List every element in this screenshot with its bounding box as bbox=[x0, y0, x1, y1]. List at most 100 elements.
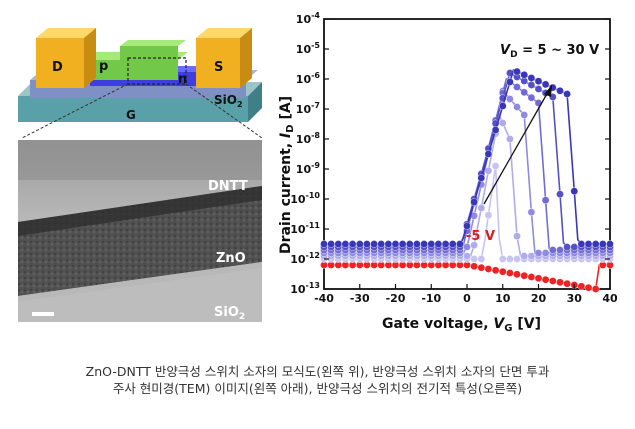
device-schematic: D p n S SiO2 G bbox=[18, 28, 263, 139]
data-point bbox=[513, 232, 521, 240]
data-point bbox=[413, 240, 421, 248]
data-point bbox=[599, 240, 607, 248]
data-point bbox=[506, 255, 514, 263]
data-point bbox=[541, 249, 550, 257]
data-point bbox=[363, 240, 371, 248]
data-point bbox=[520, 111, 529, 119]
data-point bbox=[541, 196, 550, 204]
p-layer-label: p bbox=[99, 59, 108, 74]
data-point bbox=[520, 252, 529, 260]
data-point bbox=[477, 204, 486, 212]
data-point bbox=[506, 135, 514, 143]
data-point bbox=[384, 240, 393, 248]
sio2-tem-label: SiO2 bbox=[214, 305, 245, 322]
data-point bbox=[556, 87, 564, 95]
data-point bbox=[405, 240, 414, 248]
data-point bbox=[477, 255, 486, 263]
n-layer-label: n bbox=[178, 72, 187, 87]
data-point bbox=[327, 240, 335, 248]
data-point bbox=[527, 93, 536, 102]
chart-marks bbox=[320, 67, 614, 293]
y-tick-label: 10-7 bbox=[296, 101, 320, 116]
source-label: S bbox=[214, 60, 223, 75]
data-point bbox=[491, 126, 500, 134]
data-point bbox=[563, 90, 571, 98]
sio2-schematic-sub: 2 bbox=[237, 100, 243, 109]
y-tick-label: 10-4 bbox=[296, 11, 321, 26]
y-tick-label: 10-8 bbox=[296, 131, 321, 146]
data-point bbox=[584, 283, 593, 292]
data-point bbox=[463, 252, 471, 260]
data-point bbox=[556, 246, 564, 254]
data-point bbox=[513, 255, 521, 263]
data-point bbox=[398, 240, 407, 248]
data-point bbox=[434, 240, 443, 248]
data-point bbox=[591, 240, 600, 248]
data-point bbox=[520, 71, 529, 79]
data-point bbox=[456, 240, 464, 248]
data-point bbox=[541, 275, 550, 284]
y-tick-label: 10-5 bbox=[296, 41, 321, 56]
x-tick-label: 20 bbox=[531, 292, 547, 305]
y-tick-label: 10-9 bbox=[296, 161, 321, 176]
data-point bbox=[498, 267, 507, 276]
x-tick-label: -10 bbox=[421, 292, 441, 305]
y-axis-title: Drain current, ID [A] bbox=[278, 96, 296, 254]
data-point bbox=[484, 211, 493, 219]
data-point bbox=[527, 208, 536, 216]
data-point bbox=[334, 240, 343, 248]
low-vd-label: -5 V bbox=[466, 229, 495, 244]
data-point bbox=[391, 240, 400, 248]
data-point bbox=[513, 103, 521, 111]
data-point bbox=[570, 243, 579, 251]
data-point bbox=[570, 187, 579, 195]
data-point bbox=[470, 198, 478, 206]
y-tick-label: 10-6 bbox=[296, 71, 321, 86]
data-point bbox=[463, 222, 471, 230]
data-point bbox=[513, 83, 521, 91]
data-point bbox=[498, 119, 507, 127]
data-point bbox=[491, 162, 500, 170]
data-point bbox=[341, 240, 350, 248]
data-point bbox=[577, 240, 586, 248]
data-point bbox=[470, 241, 478, 249]
data-point bbox=[556, 190, 564, 198]
trend-arrow bbox=[483, 84, 553, 205]
data-point bbox=[549, 246, 557, 254]
data-point bbox=[470, 262, 478, 271]
data-point bbox=[513, 270, 521, 279]
data-point bbox=[484, 150, 493, 158]
data-point bbox=[377, 240, 386, 248]
gate-label: G bbox=[126, 108, 136, 122]
caption-line-1: ZnO-DNTT 반양극성 스위치 소자의 모식도(왼쪽 위), 반양극성 스위… bbox=[85, 364, 550, 379]
y-tick-label: 10-10 bbox=[290, 191, 320, 206]
data-point bbox=[520, 271, 529, 280]
figure-caption: ZnO-DNTT 반양극성 스위치 소자의 모식도(왼쪽 위), 반양극성 스위… bbox=[0, 363, 635, 397]
data-point bbox=[441, 240, 450, 248]
data-point bbox=[534, 249, 543, 257]
data-point bbox=[506, 269, 514, 277]
data-point bbox=[320, 240, 328, 248]
data-point bbox=[506, 95, 514, 103]
data-point bbox=[348, 240, 357, 248]
sio2-tem-sub: 2 bbox=[239, 312, 245, 322]
data-point bbox=[591, 285, 600, 293]
data-point bbox=[498, 102, 507, 110]
data-point bbox=[527, 81, 536, 89]
trend-arrow-head bbox=[544, 85, 552, 97]
data-point bbox=[420, 240, 428, 248]
data-point bbox=[477, 174, 486, 182]
x-axis-ticks: -40 -30 -20 -10 0 10 20 30 40 bbox=[314, 284, 618, 305]
y-tick-label: 10-12 bbox=[290, 251, 320, 266]
sio2-schematic-label: SiO2 bbox=[214, 93, 243, 109]
x-tick-label: -30 bbox=[350, 292, 370, 305]
vd-range-label: VD = 5 ~ 30 V bbox=[500, 43, 599, 60]
data-point bbox=[577, 282, 586, 291]
transfer-chart: 10-1310-1210-1110-1010-910-810-710-610-5… bbox=[278, 11, 618, 334]
data-point bbox=[549, 277, 557, 285]
x-tick-label: 30 bbox=[567, 292, 583, 305]
x-tick-label: 40 bbox=[602, 292, 618, 305]
x-tick-label: 0 bbox=[463, 292, 471, 305]
data-point bbox=[506, 78, 514, 86]
data-point bbox=[491, 266, 500, 275]
